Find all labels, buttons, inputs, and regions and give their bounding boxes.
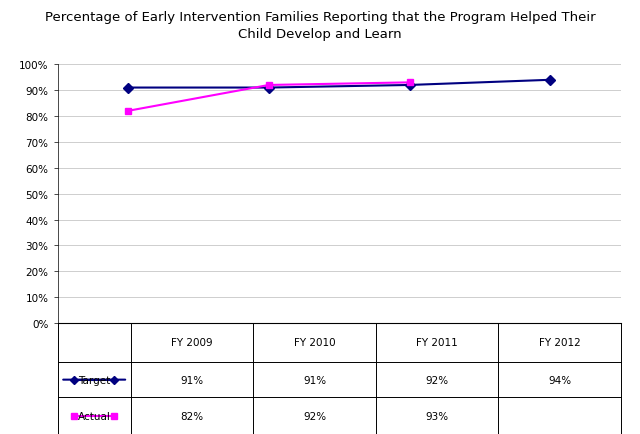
- Target: [124, 86, 132, 91]
- Text: 91%: 91%: [180, 375, 204, 385]
- Text: Child Develop and Learn: Child Develop and Learn: [238, 28, 402, 41]
- Text: 82%: 82%: [180, 411, 204, 421]
- Line: Actual: Actual: [125, 80, 413, 115]
- Text: 91%: 91%: [303, 375, 326, 385]
- Text: FY 2009: FY 2009: [172, 338, 213, 348]
- Actual: [265, 83, 273, 89]
- Text: Actual: Actual: [78, 411, 111, 421]
- Text: FY 2010: FY 2010: [294, 338, 335, 348]
- Text: Percentage of Early Intervention Families Reporting that the Program Helped Thei: Percentage of Early Intervention Familie…: [45, 11, 595, 24]
- Target: [265, 86, 273, 91]
- Text: 92%: 92%: [303, 411, 326, 421]
- Text: 94%: 94%: [548, 375, 571, 385]
- Text: FY 2012: FY 2012: [539, 338, 580, 348]
- Target: [547, 78, 554, 83]
- Actual: [124, 109, 132, 114]
- Text: FY 2011: FY 2011: [416, 338, 458, 348]
- Text: Target: Target: [78, 375, 110, 385]
- Text: 92%: 92%: [426, 375, 449, 385]
- Actual: [406, 81, 413, 86]
- Target: [406, 83, 413, 89]
- Line: Target: Target: [125, 77, 554, 92]
- Text: 93%: 93%: [426, 411, 449, 421]
